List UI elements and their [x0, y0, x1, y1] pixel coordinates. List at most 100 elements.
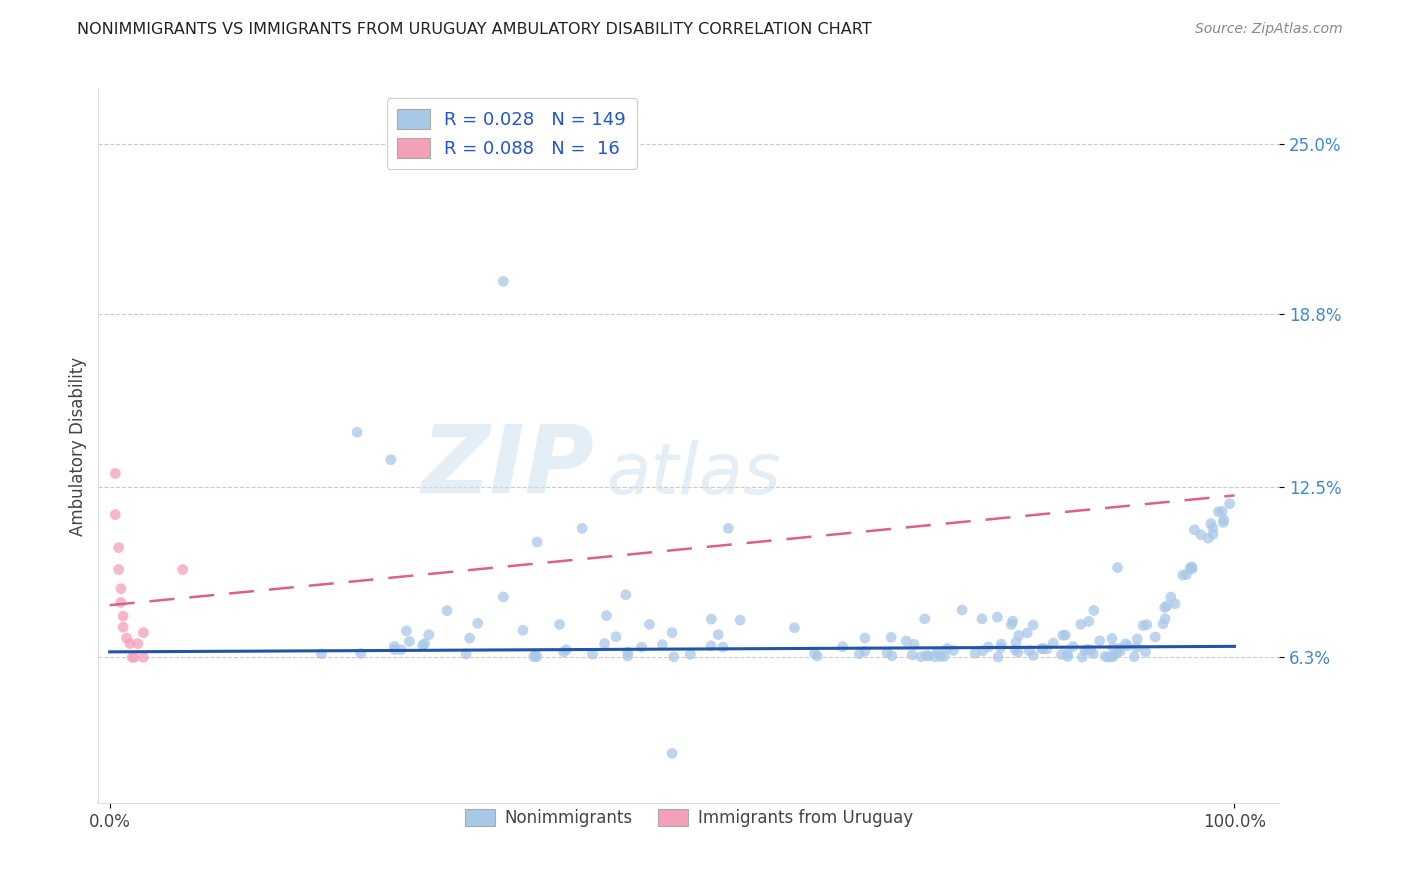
Point: [614, 588, 637, 602]
Point: [350, 647, 373, 661]
Point: [1175, 567, 1198, 582]
Point: [593, 637, 616, 651]
Point: [1083, 603, 1105, 617]
Point: [990, 637, 1012, 651]
Point: [1004, 643, 1026, 657]
Point: [903, 637, 925, 651]
Point: [1070, 617, 1092, 632]
Point: [1197, 531, 1219, 545]
Point: [1116, 639, 1139, 653]
Point: [1088, 633, 1111, 648]
Point: [707, 627, 730, 641]
Point: [1000, 617, 1022, 632]
Point: [605, 630, 627, 644]
Point: [783, 621, 806, 635]
Point: [950, 603, 973, 617]
Text: atlas: atlas: [606, 440, 780, 509]
Point: [901, 648, 924, 662]
Text: ZIP: ZIP: [422, 421, 595, 514]
Point: [1071, 650, 1094, 665]
Point: [1156, 599, 1178, 613]
Point: [651, 638, 673, 652]
Point: [876, 646, 898, 660]
Point: [1181, 559, 1204, 574]
Point: [1062, 640, 1084, 654]
Point: [987, 650, 1010, 665]
Point: [630, 640, 652, 655]
Point: [927, 645, 949, 659]
Point: [717, 521, 740, 535]
Point: [1109, 644, 1132, 658]
Point: [700, 639, 723, 653]
Point: [1001, 614, 1024, 628]
Point: [880, 648, 903, 663]
Point: [418, 628, 440, 642]
Point: [661, 747, 683, 761]
Point: [1056, 649, 1078, 664]
Point: [492, 274, 515, 288]
Point: [104, 467, 127, 481]
Point: [380, 452, 402, 467]
Point: [1135, 645, 1157, 659]
Point: [395, 624, 418, 638]
Point: [917, 648, 939, 663]
Point: [110, 582, 132, 596]
Point: [412, 639, 434, 653]
Y-axis label: Ambulatory Disability: Ambulatory Disability: [69, 357, 87, 535]
Point: [679, 648, 702, 662]
Point: [526, 649, 548, 664]
Point: [115, 631, 138, 645]
Point: [1171, 568, 1194, 582]
Point: [896, 634, 918, 648]
Point: [972, 643, 994, 657]
Point: [1153, 600, 1175, 615]
Point: [934, 649, 956, 664]
Point: [1202, 521, 1225, 535]
Point: [523, 649, 546, 664]
Point: [127, 637, 149, 651]
Point: [1107, 560, 1129, 574]
Point: [1042, 636, 1064, 650]
Point: [112, 609, 135, 624]
Point: [661, 625, 683, 640]
Point: [1031, 641, 1053, 656]
Point: [617, 645, 640, 659]
Point: [1125, 640, 1147, 655]
Point: [853, 644, 876, 658]
Text: Source: ZipAtlas.com: Source: ZipAtlas.com: [1195, 22, 1343, 37]
Point: [910, 649, 932, 664]
Point: [942, 643, 965, 657]
Point: [384, 642, 406, 657]
Point: [1181, 562, 1204, 576]
Point: [571, 521, 593, 535]
Point: [1017, 626, 1039, 640]
Point: [924, 649, 946, 664]
Point: [1094, 649, 1116, 664]
Point: [1208, 505, 1230, 519]
Point: [1022, 618, 1045, 632]
Point: [467, 616, 489, 631]
Point: [553, 645, 575, 659]
Point: [970, 612, 993, 626]
Point: [132, 625, 155, 640]
Point: [936, 641, 959, 656]
Point: [1077, 615, 1099, 629]
Point: [389, 642, 412, 657]
Legend: Nonimmigrants, Immigrants from Uruguay: Nonimmigrants, Immigrants from Uruguay: [458, 802, 920, 834]
Point: [1212, 516, 1234, 530]
Point: [458, 631, 481, 645]
Point: [595, 608, 617, 623]
Point: [977, 640, 1000, 654]
Point: [1123, 649, 1146, 664]
Point: [1164, 597, 1187, 611]
Point: [1008, 628, 1031, 642]
Point: [1136, 617, 1159, 632]
Point: [1126, 632, 1149, 646]
Point: [831, 640, 853, 654]
Point: [711, 640, 734, 654]
Point: [915, 648, 938, 663]
Point: [413, 637, 436, 651]
Point: [1097, 650, 1119, 665]
Point: [1077, 642, 1099, 657]
Point: [132, 650, 155, 665]
